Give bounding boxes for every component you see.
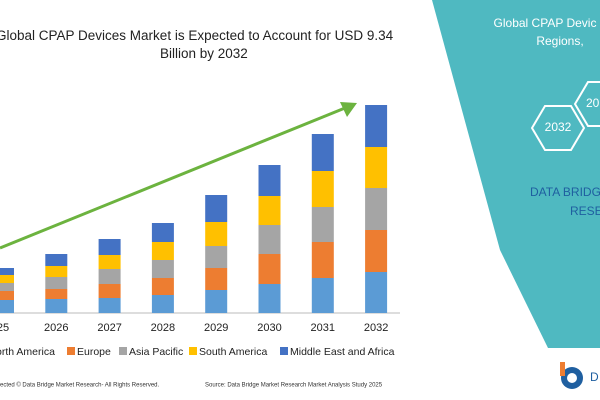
bar-segment [0,283,14,291]
legend-label: South America [199,346,267,358]
bar-segment [98,298,121,313]
bar-segment [45,266,68,277]
legend-label: Middle East and Africa [290,346,395,358]
bar-segment [98,284,121,298]
x-tick-label: 2031 [311,322,335,334]
bar-segment [205,195,228,222]
bar-segment [45,277,68,289]
legend-swatch [67,347,75,355]
bar-segment [151,223,174,242]
legend-swatch [189,347,197,355]
copyright: ected © Data Bridge Market Research- All… [0,382,159,389]
bar-segment [98,269,121,284]
legend-swatch [119,347,127,355]
bar-segment [258,254,281,284]
trend-arrow [0,106,346,250]
panel-title: Regions, [536,34,583,48]
x-tick-label: 25 [0,322,9,334]
bar-segment [98,255,121,269]
bar-segment [45,299,68,313]
bar-segment [311,171,334,207]
legend-label: Europe [77,346,111,358]
bar-segment [45,254,68,266]
bar-segment [0,300,14,313]
arrow-head [340,102,357,117]
bar-segment [98,239,121,255]
brand: RESE [570,204,600,218]
bar-segment [311,278,334,313]
bar-segment [151,278,174,295]
x-tick-label: 2029 [204,322,228,334]
logo [567,373,577,383]
bar-segment [365,230,388,272]
bar-segment [365,147,388,188]
bar-segment [365,272,388,313]
bar-segment [151,295,174,313]
brand: DATA BRIDG [530,185,600,199]
bar-segment [258,196,281,225]
x-tick-label: 2027 [97,322,121,334]
bar-segment [205,290,228,313]
logo-text: D [590,370,599,384]
x-tick-label: 2026 [44,322,68,334]
legend-label: Asia Pacific [129,346,183,358]
bar-segment [151,242,174,260]
hex-label: 20 [586,96,600,110]
bar-segment [0,291,14,300]
bar-segment [205,246,228,268]
hexagon [573,81,600,127]
bar-segment [151,260,174,278]
bar-segment [258,225,281,254]
logo [560,362,565,376]
bar-segment [0,268,14,275]
bar-segment [311,207,334,242]
bar-segment [258,165,281,196]
x-tick-label: 2030 [257,322,281,334]
bar-segment [45,289,68,299]
hexagon [530,105,586,151]
x-tick-label: 2028 [151,322,175,334]
chart-title: Global CPAP Devices Market is Expected t… [0,28,394,61]
x-tick-label: 2032 [364,322,388,334]
side-panel [432,0,600,348]
bar-segment [311,242,334,278]
bar-segment [205,268,228,290]
bar-segment [311,134,334,171]
legend-swatch [280,347,288,355]
bar-segment [0,275,14,283]
bar-segment [205,222,228,246]
legend-label: orth America [0,346,55,358]
panel-title: Global CPAP Devic [494,16,597,30]
bar-segment [258,284,281,313]
bar-segment [365,188,388,230]
source: Source: Data Bridge Market Research Mark… [205,383,383,389]
bar-segment [365,105,388,147]
hex-label: 2032 [545,120,572,134]
